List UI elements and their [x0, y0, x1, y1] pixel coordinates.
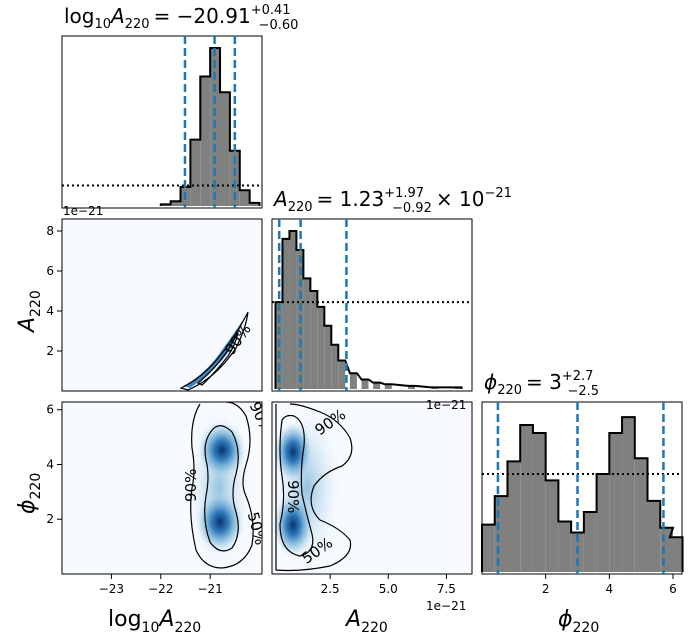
ytick-label-A: 6 — [46, 264, 54, 278]
ytick-label-A: 4 — [46, 304, 54, 318]
title-A: A220 = 1.23+1.97 −0.92 × 10−21 — [272, 186, 512, 216]
ytick-label-A: 2 — [46, 344, 54, 358]
hist-A-frame — [271, 218, 473, 392]
hist-bar-phi — [596, 474, 610, 572]
hist-bar-A — [408, 385, 416, 389]
hist-bar-phi — [647, 500, 661, 572]
xtick-label-logA: −21 — [197, 582, 222, 596]
hist-bar-A — [310, 291, 318, 389]
contour-50-A-phi — [279, 414, 314, 557]
contour-90-logA-A — [179, 311, 249, 391]
offset-label-logA-A-top: 1e−21 — [63, 204, 103, 218]
contour-50-logA-A — [196, 331, 239, 386]
hist-bar-A — [349, 373, 357, 389]
tick-layer: −23 −22 −21 2.5 5.0 7.5 2 4 6 2 4 6 8 2 4 6 — [46, 224, 676, 596]
xlabel-logA: log10A220 — [108, 607, 201, 636]
ytick-label-phi: 6 — [46, 403, 54, 417]
hist-bar-A — [361, 379, 369, 389]
ytick-label-A: 8 — [46, 224, 54, 238]
hist-bar-A — [289, 231, 297, 389]
density-mode-lower-logA-phi — [196, 492, 244, 552]
panel-logA-phi: 90% 50% 90% — [62, 402, 262, 574]
hist-bar-phi — [634, 458, 648, 572]
xtick-label-A: 5.0 — [379, 582, 398, 596]
hist-bar-A — [384, 384, 392, 389]
offset-label-A-phi-top: 1e−21 — [426, 398, 466, 412]
title-phi: ϕ220 = 3+2.7 −2.5 — [484, 369, 599, 399]
hist-outline-A — [274, 230, 463, 389]
hist-bar-logA — [220, 92, 230, 206]
hist-bar-phi — [558, 521, 572, 572]
ylabel-A: A220 — [15, 290, 44, 334]
hist-outline-logA — [159, 47, 261, 206]
contour-50-logA-phi — [204, 425, 239, 552]
hist-bar-A — [338, 360, 346, 389]
contour-90-logA-phi — [190, 402, 254, 569]
hist-bar-A — [317, 306, 325, 389]
hist-bar-phi — [609, 432, 623, 572]
xtick-label-logA: −22 — [148, 582, 173, 596]
hist-bar-phi — [583, 511, 597, 572]
xlabel-A: A220 — [344, 607, 388, 636]
hist-bar-logA — [229, 150, 240, 206]
ytick-label-phi: 4 — [46, 457, 54, 471]
hist-bar-phi — [507, 461, 521, 572]
title-logA: log10A220 = −20.91+0.41 −0.60 — [64, 3, 298, 33]
hist-bar-phi — [532, 432, 546, 572]
hist-outline-phi — [481, 416, 684, 572]
hist-bar-logA — [239, 190, 250, 206]
hist-bar-phi — [494, 496, 508, 572]
panel-A-phi: 90% 50% 90% — [272, 402, 472, 574]
hist-bar-A — [324, 325, 332, 389]
hist-bar-phi — [482, 524, 495, 572]
hist-phi-frame — [481, 401, 683, 575]
hist-bar-A — [331, 344, 339, 389]
xtick-label-A: 7.5 — [437, 582, 456, 596]
ytick-label-phi: 2 — [46, 512, 54, 526]
panel-logA-phi-frame — [61, 401, 263, 575]
contour-label-90-logA-phi-left: 90% — [182, 469, 200, 502]
hist-bar-logA — [249, 202, 260, 206]
xtick-label-logA: −23 — [99, 582, 124, 596]
xtick-label-A: 2.5 — [321, 582, 340, 596]
hist-bar-A — [303, 278, 311, 389]
hist-bar-A — [373, 382, 381, 389]
xtick-label-phi: 2 — [542, 582, 550, 596]
hist-bar-logA — [170, 201, 181, 206]
xtick-label-phi: 4 — [606, 582, 614, 596]
xlabel-phi: ϕ220 — [558, 607, 599, 636]
hist-bar-phi — [545, 480, 559, 572]
panel-logA-A: 90% — [62, 219, 262, 391]
panel-logA-A-background — [62, 219, 262, 391]
offset-label-A-x: 1e−21 — [426, 599, 466, 613]
hist-logA-frame — [61, 35, 263, 209]
hist-bar-logA — [200, 76, 211, 206]
hist-bar-logA — [190, 139, 201, 206]
hist-bar-A — [282, 238, 290, 389]
xtick-label-phi: 6 — [669, 582, 677, 596]
hist-bar-phi — [622, 417, 635, 572]
contour-label-90-A-phi-left: 90% — [284, 480, 302, 513]
density-mode-upper-A-phi — [273, 422, 313, 482]
ylabel-phi: ϕ220 — [15, 473, 44, 514]
histogram-layer — [62, 36, 684, 574]
hist-bar-phi — [669, 537, 683, 572]
panel-logA-A-frame — [61, 218, 263, 392]
panel-A-phi-frame — [271, 401, 473, 575]
contour-90-A-phi — [275, 403, 353, 572]
hist-bar-phi — [520, 425, 533, 572]
